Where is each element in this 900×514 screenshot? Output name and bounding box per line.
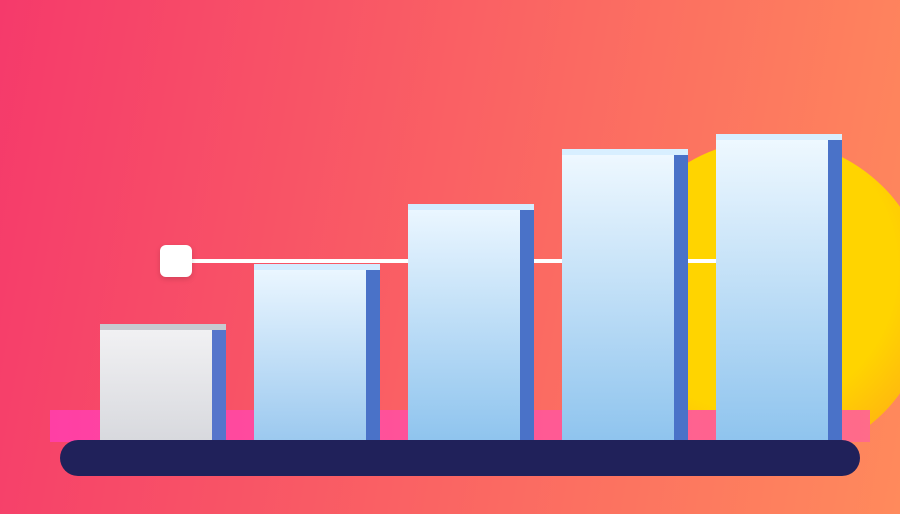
bar-face: [716, 140, 828, 440]
bar: [100, 330, 226, 440]
bar-side: [212, 330, 226, 440]
bar: [716, 140, 842, 440]
bar-side: [674, 155, 688, 440]
bar-face: [254, 270, 366, 440]
bar-face: [100, 330, 212, 440]
bar: [562, 155, 688, 440]
bar: [408, 210, 534, 440]
infographic-bar-chart: [0, 0, 900, 514]
bar-side: [520, 210, 534, 440]
bar-top: [254, 264, 380, 270]
bar-face: [408, 210, 520, 440]
bar-top: [562, 149, 688, 155]
bar-face: [562, 155, 674, 440]
bar-top: [100, 324, 226, 330]
bar: [254, 270, 380, 440]
bar-top: [716, 134, 842, 140]
bar-top: [408, 204, 534, 210]
bar-side: [366, 270, 380, 440]
bar-side: [828, 140, 842, 440]
reference-line-handle[interactable]: [160, 245, 192, 277]
chart-base: [60, 440, 860, 476]
